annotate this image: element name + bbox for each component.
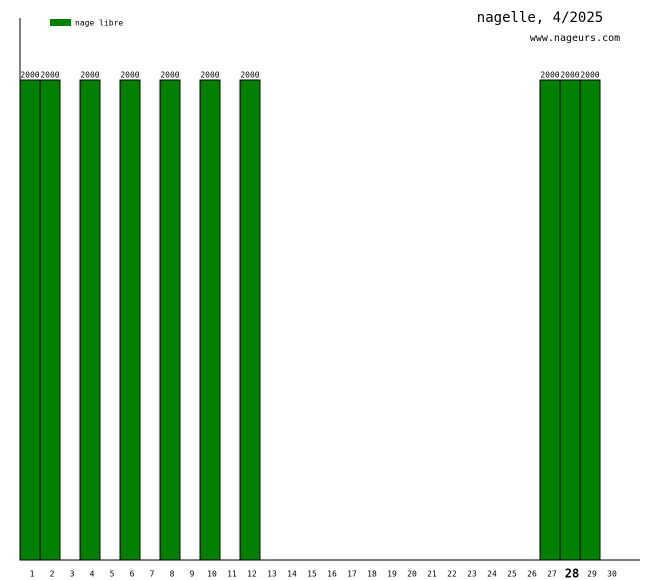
- value-label: 2000: [160, 71, 179, 80]
- x-tick-label: 18: [367, 570, 377, 579]
- x-tick-label: 21: [427, 570, 437, 579]
- bar: [539, 79, 561, 561]
- x-tick-label: 1: [30, 570, 35, 579]
- bar: [199, 79, 221, 561]
- x-tick-label: 14: [287, 570, 297, 579]
- x-tick-label: 27: [547, 570, 557, 579]
- x-tick-label: 3: [70, 570, 75, 579]
- bar: [119, 79, 141, 561]
- chart-subtitle: www.nageurs.com: [530, 33, 620, 44]
- x-tick-label: 2: [50, 570, 55, 579]
- x-tick-label: 25: [507, 570, 517, 579]
- x-tick-label: 12: [247, 570, 257, 579]
- value-label: 2000: [240, 71, 259, 80]
- chart-title: nagelle, 4/2025: [477, 10, 603, 26]
- x-tick-label: 29: [587, 570, 597, 579]
- bar: [559, 79, 581, 561]
- bar: [19, 79, 41, 561]
- x-tick-label: 9: [190, 570, 195, 579]
- x-tick-label: 6: [130, 570, 135, 579]
- x-tick-label: 5: [110, 570, 115, 579]
- x-tick-label: 11: [227, 570, 237, 579]
- bar: [39, 79, 61, 561]
- x-tick-label: 10: [207, 570, 217, 579]
- value-label: 2000: [80, 71, 99, 80]
- x-tick-label: 17: [347, 570, 357, 579]
- bar: [79, 79, 101, 561]
- value-label: 2000: [540, 71, 559, 80]
- bar: [239, 79, 261, 561]
- x-tick-label: 16: [327, 570, 337, 579]
- value-label: 2000: [40, 71, 59, 80]
- x-tick-label: 4: [90, 570, 95, 579]
- x-tick-label: 30: [607, 570, 617, 579]
- value-label: 2000: [580, 71, 599, 80]
- x-tick-label: 24: [487, 570, 497, 579]
- x-tick-label: 26: [527, 570, 537, 579]
- value-label: 2000: [120, 71, 139, 80]
- value-label: 2000: [560, 71, 579, 80]
- x-tick-label: 23: [467, 570, 477, 579]
- x-tick-label: 19: [387, 570, 397, 579]
- x-tick-label: 13: [267, 570, 277, 579]
- value-label: 2000: [200, 71, 219, 80]
- x-tick-label: 8: [170, 570, 175, 579]
- x-tick-label: 28: [565, 567, 579, 580]
- x-tick-label: 22: [447, 570, 457, 579]
- bar: [159, 79, 181, 561]
- x-tick-label: 15: [307, 570, 317, 579]
- x-tick-label: 7: [150, 570, 155, 579]
- legend-swatch: [50, 19, 71, 26]
- legend-label: nage libre: [75, 19, 123, 28]
- bar: [579, 79, 601, 561]
- value-label: 2000: [20, 71, 39, 80]
- x-tick-label: 20: [407, 570, 417, 579]
